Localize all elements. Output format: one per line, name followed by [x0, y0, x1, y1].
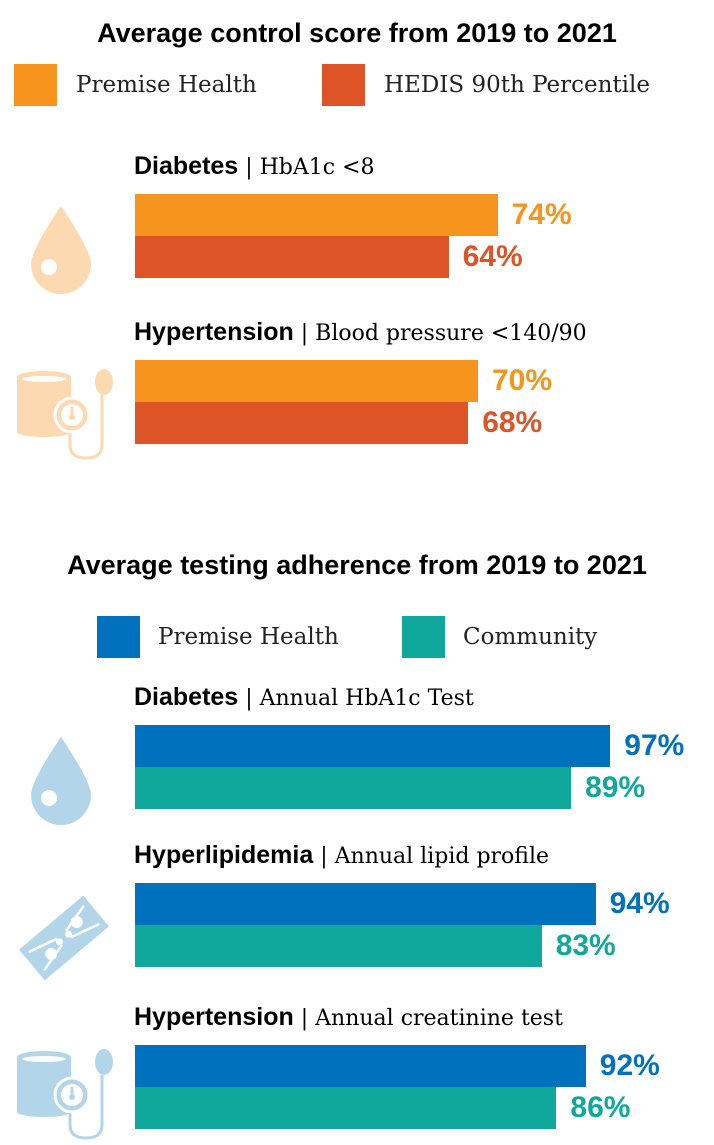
- data-label: 64%: [462, 240, 523, 273]
- category-label: Hypertension | Annual creatinine test: [134, 1003, 563, 1032]
- category-measure: | Annual HbA1c Test: [238, 686, 474, 711]
- bar: [135, 194, 498, 236]
- category-measure: | Annual creatinine test: [293, 1006, 563, 1031]
- blood-pressure-icon: [14, 1045, 114, 1145]
- chart-title: Average control score from 2019 to 2021: [97, 18, 617, 48]
- bar: [135, 1045, 586, 1087]
- data-label: 70%: [492, 364, 553, 397]
- bar: [135, 402, 469, 444]
- category-measure: | HbA1c <8: [238, 155, 375, 180]
- data-label: 92%: [599, 1049, 660, 1082]
- legend-swatch: [97, 616, 140, 658]
- bar: [135, 236, 449, 278]
- data-label: 83%: [555, 929, 616, 962]
- bar: [135, 725, 611, 767]
- category-name: Hypertension: [134, 1003, 294, 1031]
- legend-swatch: [322, 64, 365, 106]
- blood-pressure-icon: [14, 365, 114, 465]
- bar: [135, 925, 542, 967]
- category-measure: | Annual lipid profile: [313, 844, 550, 869]
- legend-label: Premise Health: [158, 624, 339, 650]
- data-label: 94%: [609, 887, 670, 920]
- category-label: Hyperlipidemia | Annual lipid profile: [134, 841, 549, 870]
- legend-label: Community: [463, 624, 598, 650]
- legend-swatch: [402, 616, 445, 658]
- data-label: 97%: [624, 729, 685, 762]
- category-name: Hyperlipidemia: [134, 841, 314, 869]
- bar: [135, 1087, 557, 1129]
- category-label: Hypertension | Blood pressure <140/90: [134, 318, 587, 347]
- data-label: 89%: [585, 771, 646, 804]
- category-label: Diabetes | Annual HbA1c Test: [134, 683, 474, 712]
- category-name: Diabetes: [134, 683, 239, 711]
- legend-label: HEDIS 90th Percentile: [384, 72, 650, 98]
- lipid-test-icon: [14, 888, 114, 993]
- chart-title: Average testing adherence from 2019 to 2…: [67, 550, 647, 580]
- category-measure: | Blood pressure <140/90: [293, 321, 587, 346]
- category-name: Hypertension: [134, 318, 294, 346]
- bar: [135, 360, 478, 402]
- data-label: 86%: [570, 1091, 631, 1124]
- water-drop-icon: [26, 204, 96, 299]
- data-label: 68%: [482, 406, 543, 439]
- bar: [135, 883, 596, 925]
- water-drop-icon: [26, 735, 96, 830]
- legend-label: Premise Health: [76, 72, 257, 98]
- data-label: 74%: [511, 198, 572, 231]
- legend-swatch: [14, 64, 57, 106]
- category-label: Diabetes | HbA1c <8: [134, 152, 375, 181]
- category-name: Diabetes: [134, 152, 239, 180]
- bar: [135, 767, 572, 809]
